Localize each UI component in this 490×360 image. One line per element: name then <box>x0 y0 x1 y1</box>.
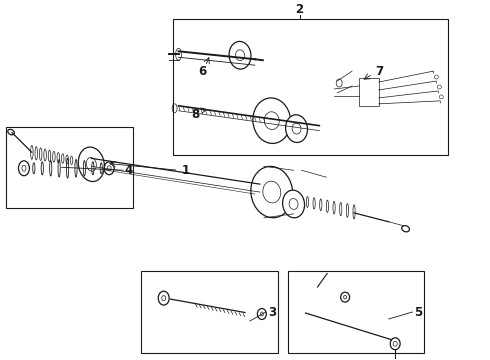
Text: 5: 5 <box>415 306 422 319</box>
Text: 1: 1 <box>181 164 190 177</box>
Bar <box>359 78 379 106</box>
Ellipse shape <box>263 181 281 203</box>
Text: 7: 7 <box>375 65 383 78</box>
Text: 6: 6 <box>198 65 206 78</box>
Ellipse shape <box>251 166 293 218</box>
Ellipse shape <box>390 338 400 350</box>
Ellipse shape <box>286 115 308 143</box>
Text: 4: 4 <box>125 164 133 177</box>
Text: 3: 3 <box>268 306 276 319</box>
Ellipse shape <box>289 198 298 210</box>
Ellipse shape <box>253 98 291 143</box>
Ellipse shape <box>236 50 245 61</box>
Ellipse shape <box>292 123 301 134</box>
Bar <box>6 127 133 208</box>
Text: 8: 8 <box>191 108 199 121</box>
Ellipse shape <box>229 41 251 69</box>
Bar <box>288 271 424 353</box>
Ellipse shape <box>86 157 97 171</box>
Text: 2: 2 <box>295 3 304 16</box>
Ellipse shape <box>283 190 305 218</box>
Ellipse shape <box>78 147 104 181</box>
Bar <box>141 271 278 353</box>
Bar <box>172 19 448 156</box>
Ellipse shape <box>264 112 279 130</box>
